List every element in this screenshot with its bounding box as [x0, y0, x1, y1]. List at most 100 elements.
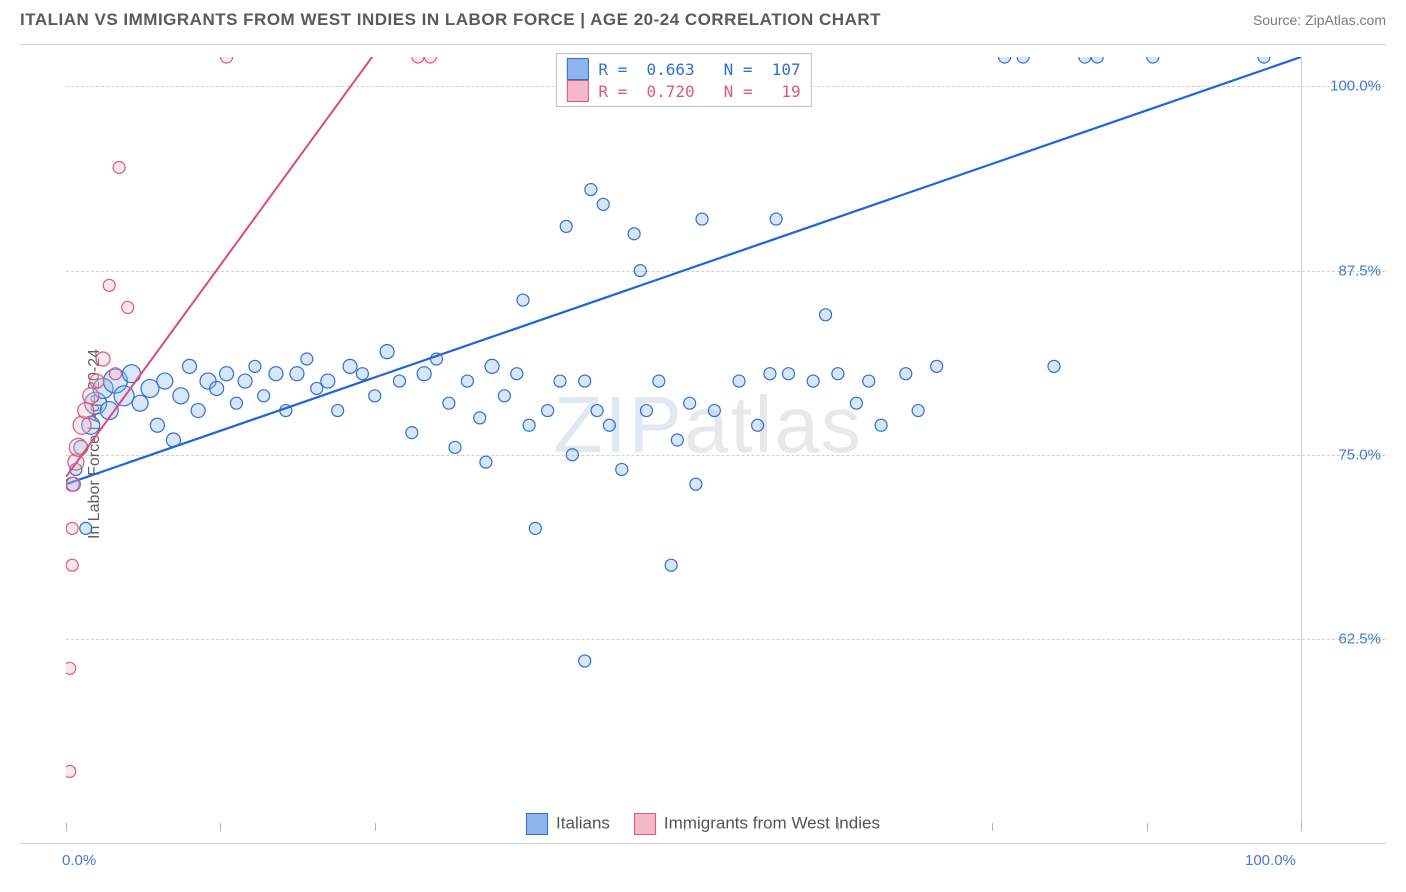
data-point: [449, 441, 461, 453]
data-point: [752, 419, 764, 431]
data-point: [628, 228, 640, 240]
x-tick-label: 100.0%: [1245, 852, 1296, 869]
data-point: [103, 279, 115, 291]
data-point: [579, 655, 591, 667]
correlation-legend: R = 0.663 N = 107 R = 0.720 N = 19: [555, 53, 811, 107]
legend-swatch: [566, 58, 588, 80]
data-point: [96, 352, 110, 366]
data-point: [66, 662, 76, 674]
data-point: [132, 395, 148, 411]
data-point: [191, 404, 205, 418]
data-point: [406, 427, 418, 439]
data-point: [850, 397, 862, 409]
data-point: [653, 375, 665, 387]
data-point: [591, 405, 603, 417]
data-point: [566, 449, 578, 461]
data-point: [807, 375, 819, 387]
chart-title: ITALIAN VS IMMIGRANTS FROM WEST INDIES I…: [20, 10, 881, 30]
data-point: [597, 198, 609, 210]
data-point: [684, 397, 696, 409]
data-point: [603, 419, 615, 431]
data-point: [73, 416, 91, 434]
data-point: [258, 390, 270, 402]
data-point: [1079, 57, 1091, 63]
legend-stat-row: R = 0.720 N = 19: [566, 80, 800, 102]
data-point: [820, 309, 832, 321]
trend-line: [66, 57, 1301, 484]
source-label: Source: ZipAtlas.com: [1253, 12, 1386, 28]
data-point: [369, 390, 381, 402]
x-tick-label: 0.0%: [62, 852, 96, 869]
data-point: [999, 57, 1011, 63]
data-point: [696, 213, 708, 225]
chart-container: ZIPatlas R = 0.663 N = 107R = 0.720 N = …: [20, 44, 1386, 844]
data-point: [220, 367, 234, 381]
data-point: [157, 373, 173, 389]
data-point: [290, 367, 304, 381]
data-point: [69, 438, 87, 456]
data-point: [542, 405, 554, 417]
data-point: [931, 360, 943, 372]
data-point: [321, 374, 335, 388]
data-point: [665, 559, 677, 571]
data-point: [708, 405, 720, 417]
data-point: [150, 418, 164, 432]
data-point: [616, 463, 628, 475]
y-tick-label: 62.5%: [1311, 630, 1381, 647]
data-point: [733, 375, 745, 387]
data-point: [782, 368, 794, 380]
data-point: [83, 388, 99, 404]
data-point: [122, 301, 134, 313]
data-point: [66, 522, 78, 534]
y-tick-label: 87.5%: [1311, 262, 1381, 279]
data-point: [90, 374, 104, 388]
data-point: [770, 213, 782, 225]
data-point: [832, 368, 844, 380]
data-point: [640, 405, 652, 417]
data-point: [113, 161, 125, 173]
data-point: [443, 397, 455, 409]
data-point: [173, 388, 189, 404]
data-point: [221, 57, 233, 63]
data-point: [529, 522, 541, 534]
data-point: [393, 375, 405, 387]
data-point: [554, 375, 566, 387]
data-point: [1147, 57, 1159, 63]
data-point: [523, 419, 535, 431]
data-point: [78, 403, 94, 419]
data-point: [1048, 360, 1060, 372]
y-tick-label: 75.0%: [1311, 446, 1381, 463]
data-point: [249, 360, 261, 372]
data-point: [875, 419, 887, 431]
data-point: [634, 265, 646, 277]
y-tick-label: 100.0%: [1311, 78, 1381, 95]
data-point: [1017, 57, 1029, 63]
data-point: [311, 382, 323, 394]
data-point: [461, 375, 473, 387]
legend-stat-text: R = 0.663 N = 107: [598, 60, 800, 79]
data-point: [912, 405, 924, 417]
data-point: [585, 184, 597, 196]
data-point: [66, 477, 80, 491]
data-point: [356, 368, 368, 380]
data-point: [690, 478, 702, 490]
data-point: [183, 359, 197, 373]
data-point: [343, 359, 357, 373]
data-point: [301, 353, 313, 365]
data-point: [511, 368, 523, 380]
data-point: [485, 359, 499, 373]
data-point: [238, 374, 252, 388]
data-point: [498, 390, 510, 402]
legend-stat-text: R = 0.720 N = 19: [598, 82, 800, 101]
data-point: [517, 294, 529, 306]
data-point: [66, 765, 76, 777]
data-point: [424, 57, 436, 63]
data-point: [863, 375, 875, 387]
data-point: [332, 405, 344, 417]
data-point: [380, 345, 394, 359]
data-point: [109, 368, 121, 380]
data-point: [269, 367, 283, 381]
data-point: [560, 220, 572, 232]
data-point: [417, 367, 431, 381]
legend-swatch: [566, 80, 588, 102]
